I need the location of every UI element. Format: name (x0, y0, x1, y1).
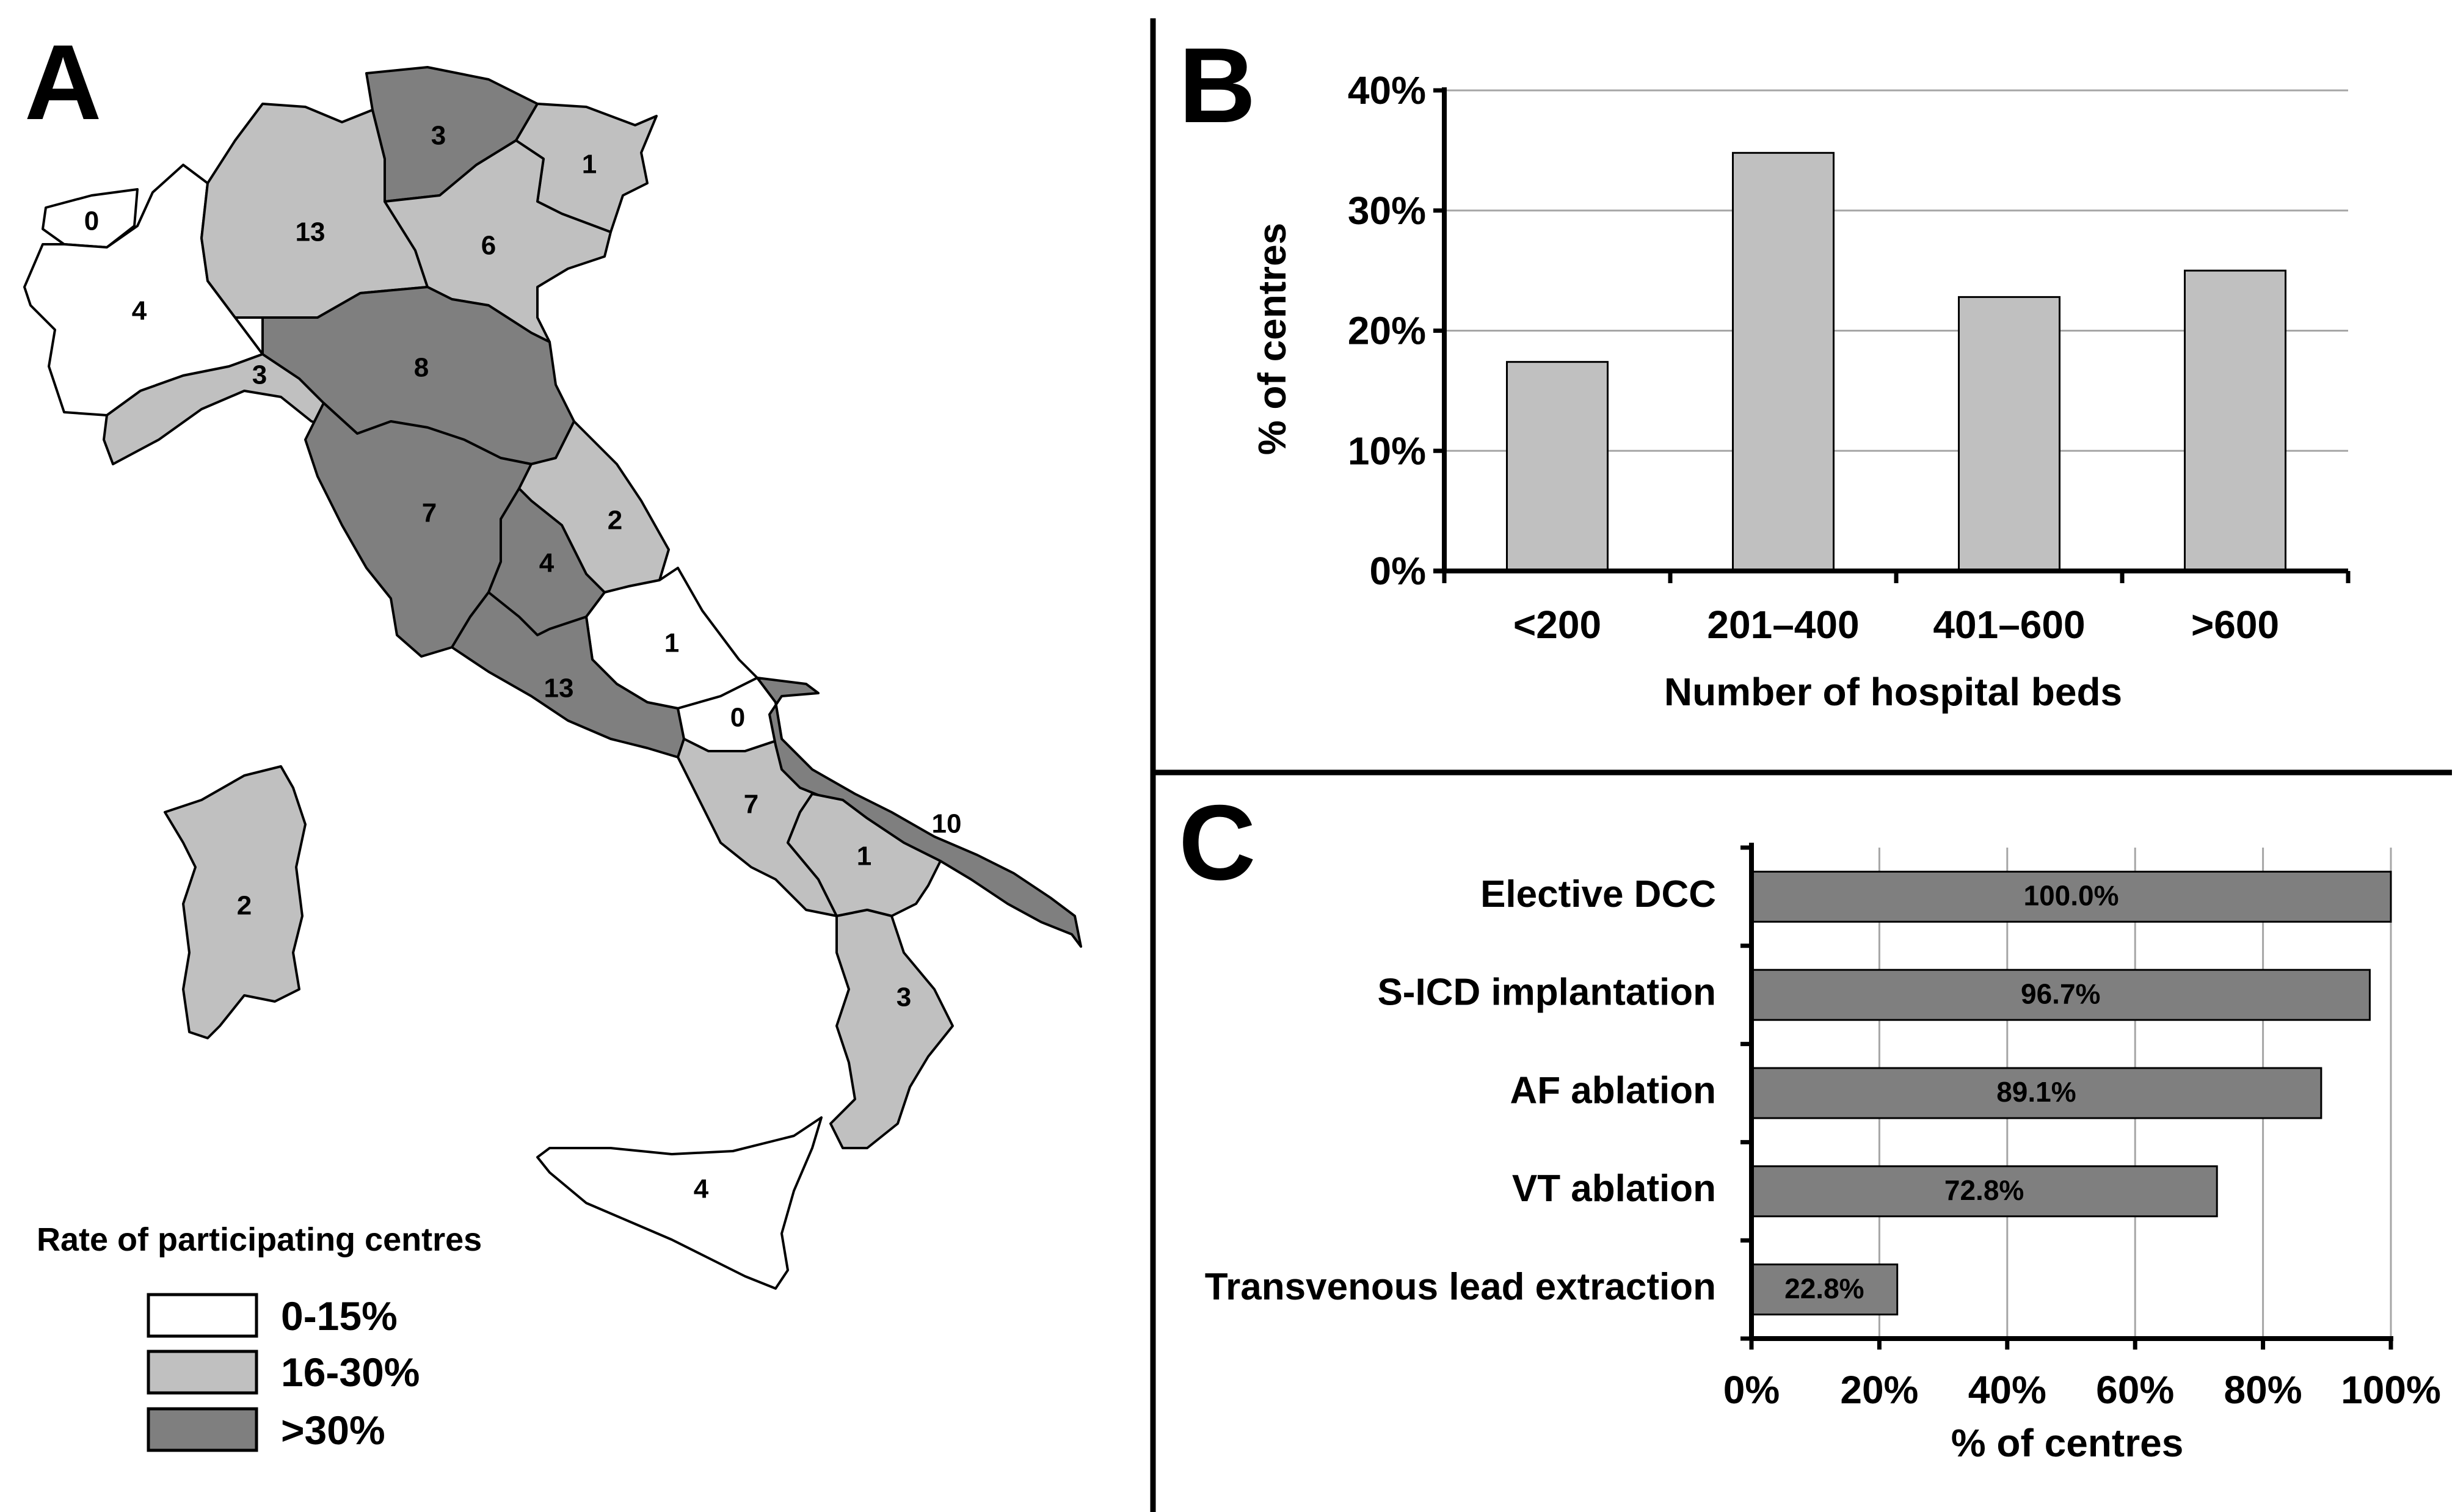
panel-c-category-label: S-ICD implantation (1377, 972, 1716, 1014)
region-label-friuli: 1 (582, 150, 597, 180)
region-label-toscana: 7 (422, 498, 437, 528)
panel-b-bars (1506, 151, 2286, 572)
panel-c-bar (1750, 870, 2392, 923)
region-calabria (829, 909, 954, 1149)
region-label-lombardia: 13 (296, 217, 326, 247)
panel-c-category-labels: Elective DCC S-ICD implantation AF ablatio… (1205, 873, 1716, 1308)
region-label-liguria: 3 (252, 360, 267, 390)
panel-b-x-tick-labels: <200 201–400 401–600 >600 (1513, 603, 2279, 647)
legend-label-mid: 16-30% (281, 1350, 420, 1395)
region-label-calabria: 3 (897, 983, 911, 1012)
legend-swatch-high (147, 1407, 258, 1452)
panel-c-bar (1750, 1067, 2322, 1119)
region-label-sardegna: 2 (237, 891, 252, 921)
panel-c-value-label: 89.1% (1996, 1076, 2076, 1108)
region-puglia (756, 677, 1082, 948)
panel-b-chart: B 0%10%20%30%40% <200 201–400 401–600 >600 … (1179, 26, 2351, 714)
panel-b-y-tick-label: 0% (1370, 549, 1427, 593)
panel-b-y-tick-label: 20% (1348, 309, 1426, 353)
map-legend: Rate of participating centres 0-15% 16-3… (37, 1221, 482, 1453)
panel-b-bar (2184, 269, 2286, 572)
region-label-molise: 0 (730, 703, 745, 733)
panel-b-letter: B (1179, 26, 1256, 145)
legend-swatch-mid (147, 1350, 258, 1395)
region-label-umbria: 4 (539, 548, 555, 578)
panel-c-value-label: 72.8% (1944, 1174, 2024, 1206)
panel-b-x-tick-label: 201–400 (1707, 603, 1859, 647)
panel-c-category-label: VT ablation (1512, 1168, 1716, 1210)
panel-c-letter: C (1179, 783, 1256, 903)
region-label-trentino: 3 (431, 121, 446, 151)
region-label-campania: 7 (744, 790, 758, 820)
panel-b-x-tick-label: <200 (1513, 603, 1601, 647)
italy-map (23, 66, 1082, 1290)
panel-c-x-tick-label: 40% (1968, 1368, 2046, 1412)
panel-b-bar (1732, 151, 1835, 572)
panel-c-value-labels: 100.0% 96.7% 89.1% 72.8% 22.8% (1784, 880, 2119, 1304)
panel-b-x-tick-label: >600 (2191, 603, 2279, 647)
region-label-piemonte: 4 (132, 296, 147, 326)
legend-title: Rate of participating centres (37, 1221, 482, 1258)
region-label-abruzzo: 1 (664, 628, 679, 658)
panel-b-y-tick-label: 10% (1348, 429, 1426, 473)
panel-c-x-tick-label: 80% (2224, 1368, 2302, 1412)
panel-c-bars (1750, 870, 2392, 1316)
panel-c-value-label: 100.0% (2023, 880, 2119, 912)
region-label-sicilia: 4 (694, 1174, 709, 1204)
region-label-veneto: 6 (481, 231, 496, 261)
region-count-labels: 0 4 13 3 1 6 3 8 7 2 4 1 13 0 7 10 1 3 4… (84, 121, 962, 1204)
region-label-lazio: 13 (544, 674, 574, 703)
panel-c-category-label: AF ablation (1510, 1069, 1716, 1111)
region-label-basilicata: 1 (857, 841, 871, 871)
panel-b-axes (1433, 87, 2351, 583)
region-basilicata (787, 793, 942, 917)
panel-b-y-tick-label: 40% (1348, 68, 1426, 112)
panel-b-y-tick-label: 30% (1348, 189, 1426, 233)
panel-a-letter: A (24, 23, 101, 142)
panel-c-chart: C Elective DCC S-ICD implantation AF ablat… (1179, 783, 2441, 1465)
panel-c-value-label: 96.7% (2021, 978, 2100, 1009)
panel-c-x-tick-label: 100% (2341, 1368, 2441, 1412)
panel-a-map: A 0 4 13 3 1 (23, 23, 1082, 1453)
panel-c-x-tick-labels: 0% 20% 40% 60% 80% 100% (1723, 1368, 2441, 1412)
region-label-puglia: 10 (932, 809, 962, 839)
panel-b-bar (1506, 361, 1609, 572)
panel-b-x-axis-title: Number of hospital beds (1664, 670, 2122, 714)
panel-c-category-label: Transvenous lead extraction (1205, 1266, 1716, 1308)
region-sicilia (536, 1116, 823, 1290)
panel-b-y-tick-labels: 0% 10% 20% 30% 40% (1348, 68, 1426, 593)
panel-c-x-tick-label: 0% (1723, 1368, 1780, 1412)
legend-swatch-low (147, 1293, 258, 1338)
panel-c-x-tick-label: 60% (2096, 1368, 2174, 1412)
panel-c-category-label: Elective DCC (1480, 873, 1716, 915)
region-label-valle-daosta: 0 (84, 206, 99, 236)
panel-c-x-tick-label: 20% (1840, 1368, 1918, 1412)
panel-c-value-label: 22.8% (1784, 1273, 1864, 1304)
panel-c-x-axis-title: % of centres (1951, 1421, 2184, 1465)
region-lazio (451, 591, 685, 758)
legend-label-low: 0-15% (281, 1293, 398, 1339)
region-sardegna (164, 765, 307, 1039)
panel-b-bar (1958, 296, 2060, 572)
legend-label-high: >30% (281, 1408, 385, 1453)
panel-c-bar (1750, 969, 2371, 1021)
panel-b-y-axis-title: % of centres (1250, 223, 1294, 456)
region-label-emilia: 8 (414, 353, 429, 383)
region-label-marche: 2 (608, 506, 622, 536)
panel-c-axes (1740, 843, 2393, 1350)
panel-b-x-tick-label: 401–600 (1933, 603, 2085, 647)
